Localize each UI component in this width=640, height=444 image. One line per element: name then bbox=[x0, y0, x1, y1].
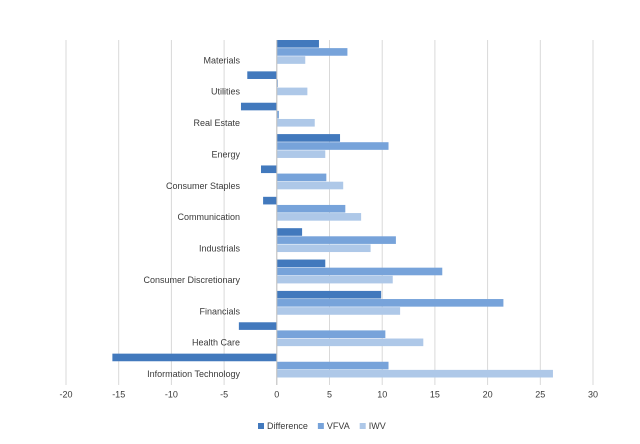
bar bbox=[263, 196, 277, 205]
legend-swatch bbox=[258, 423, 264, 429]
bar bbox=[276, 244, 371, 253]
y-tick-label: Real Estate bbox=[193, 118, 240, 128]
bar bbox=[247, 71, 277, 79]
bar bbox=[276, 361, 389, 370]
x-tick-label: 0 bbox=[274, 389, 279, 399]
y-tick-label: Consumer Staples bbox=[166, 181, 241, 191]
legend-swatch bbox=[317, 423, 324, 429]
x-tick-label: -20 bbox=[59, 389, 72, 399]
bar bbox=[276, 118, 315, 127]
bar bbox=[276, 299, 504, 307]
bar bbox=[276, 228, 303, 236]
bar bbox=[276, 48, 348, 56]
legend-label: VFVA bbox=[327, 421, 350, 431]
y-tick-label: Materials bbox=[203, 55, 240, 65]
bar bbox=[276, 204, 346, 213]
x-tick-label: -10 bbox=[165, 389, 178, 399]
bar bbox=[276, 338, 424, 347]
bar bbox=[276, 236, 396, 244]
bar bbox=[276, 150, 326, 158]
bar bbox=[276, 213, 362, 221]
bar bbox=[276, 181, 344, 190]
bar bbox=[276, 79, 278, 88]
x-tick-label: 5 bbox=[327, 389, 332, 399]
x-tick-label: 15 bbox=[430, 389, 440, 399]
y-tick-label: Financials bbox=[199, 306, 240, 316]
bar bbox=[240, 102, 277, 111]
bar bbox=[276, 267, 443, 276]
y-tick-label: Industrials bbox=[199, 244, 241, 254]
y-tick-label: Utilities bbox=[211, 87, 241, 97]
y-tick-label: Information Technology bbox=[147, 369, 240, 379]
bar bbox=[276, 275, 393, 284]
x-tick-label: -5 bbox=[220, 389, 228, 399]
legend-label: Difference bbox=[267, 421, 308, 431]
bar bbox=[260, 165, 277, 174]
y-tick-label: Communication bbox=[177, 212, 240, 222]
bar bbox=[276, 110, 279, 119]
bar bbox=[276, 173, 327, 182]
x-tick-label: 30 bbox=[588, 389, 598, 399]
y-tick-label: Health Care bbox=[192, 338, 240, 348]
bar bbox=[276, 142, 389, 150]
bar bbox=[276, 290, 382, 299]
bar bbox=[112, 353, 277, 362]
bar bbox=[276, 369, 553, 378]
bar bbox=[276, 87, 308, 96]
bar bbox=[276, 259, 326, 268]
bar bbox=[276, 307, 401, 315]
bar bbox=[238, 322, 277, 330]
y-tick-label: Energy bbox=[211, 149, 240, 159]
x-tick-label: 25 bbox=[535, 389, 545, 399]
x-tick-label: 10 bbox=[377, 389, 387, 399]
legend-label: IWV bbox=[369, 421, 386, 431]
x-tick-label: 20 bbox=[483, 389, 493, 399]
bar bbox=[276, 330, 386, 339]
bar bbox=[276, 134, 341, 142]
bar bbox=[276, 40, 319, 48]
x-tick-label: -15 bbox=[112, 389, 125, 399]
bar bbox=[276, 56, 306, 64]
legend-swatch bbox=[359, 423, 366, 429]
y-tick-label: Consumer Discretionary bbox=[143, 275, 240, 285]
